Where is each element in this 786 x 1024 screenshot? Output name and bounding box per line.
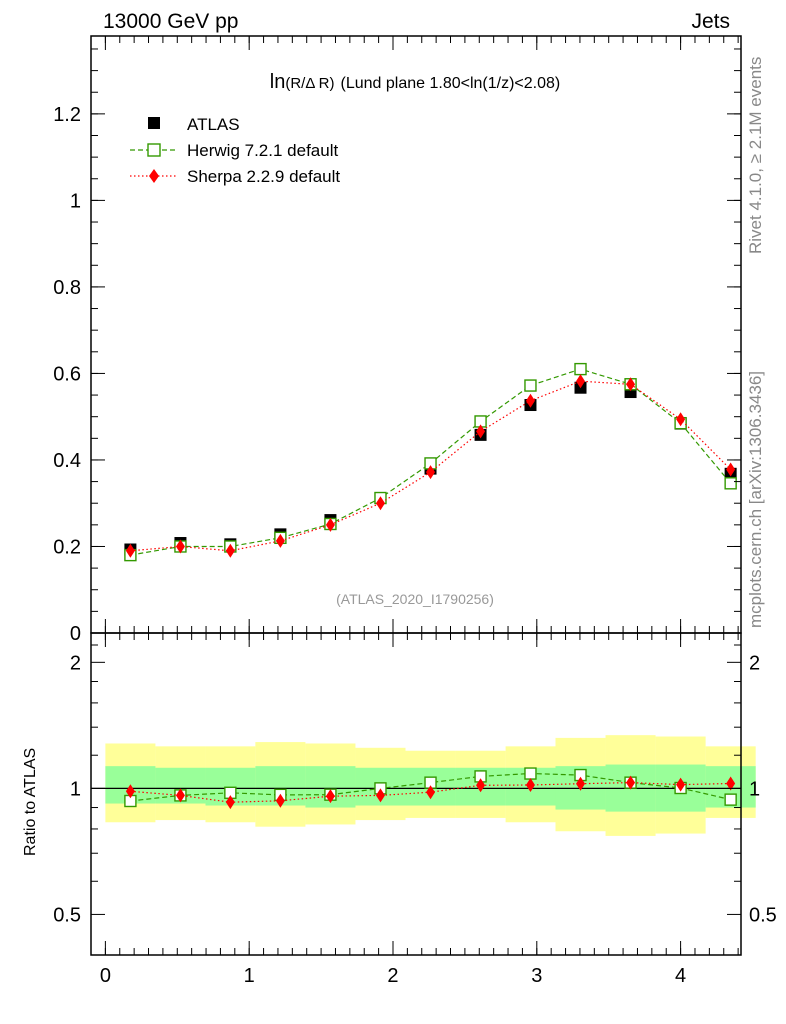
ratio-sherpa-point bbox=[375, 788, 385, 803]
ratio-herwig-point bbox=[524, 767, 537, 780]
x-tick-label: 4 bbox=[675, 965, 686, 987]
mcplots-credit-label: mcplots.cern.ch [arXiv:1306.3436] bbox=[746, 370, 765, 628]
legend-marker-herwig bbox=[147, 143, 161, 157]
ratio-y-tick-label: 0.5 bbox=[53, 904, 81, 926]
main-sherpa-point bbox=[576, 374, 586, 389]
ratio-sherpa-point bbox=[626, 775, 636, 790]
x-tick-label: 0 bbox=[100, 965, 111, 987]
main-title: ln(R/Δ R) (Lund plane 1.80<ln(1/z)<2.08) bbox=[270, 71, 560, 93]
ratio-y-tick-label-right: 0.5 bbox=[749, 904, 777, 926]
ratio-axis-ticks: 0.5 0.5 1 1 2 2 0 1 2 3 4 bbox=[53, 633, 777, 987]
ratio-sherpa-point bbox=[175, 788, 185, 803]
ratio-sherpa-point bbox=[275, 793, 285, 808]
ratio-sherpa-point bbox=[426, 785, 436, 800]
main-y-tick-label: 1.2 bbox=[53, 104, 81, 126]
main-sherpa-point bbox=[275, 533, 285, 548]
ratio-herwig-point bbox=[724, 793, 737, 806]
main-y-tick-label: 1 bbox=[70, 190, 81, 212]
main-y-tick-label: 0.4 bbox=[53, 450, 81, 472]
main-herwig-point bbox=[524, 379, 537, 392]
ratio-y-tick-label-right: 1 bbox=[749, 778, 760, 800]
ratio-sherpa-point bbox=[726, 776, 736, 791]
ratio-y-axis-label: Ratio to ATLAS bbox=[22, 747, 39, 856]
ratio-panel: 0.5 0.5 1 1 2 2 0 1 2 3 4 bbox=[53, 632, 777, 987]
legend-item-herwig: Herwig 7.2.1 default bbox=[130, 141, 338, 160]
main-herwig-point bbox=[724, 477, 737, 490]
legend-item-sherpa: Sherpa 2.2.9 default bbox=[130, 167, 340, 186]
legend-label-sherpa: Sherpa 2.2.9 default bbox=[187, 167, 340, 186]
x-tick-label: 1 bbox=[244, 965, 255, 987]
main-herwig-point bbox=[574, 362, 587, 376]
main-y-tick-label: 0.8 bbox=[53, 277, 81, 299]
main-sherpa-point bbox=[676, 412, 686, 427]
legend-label-atlas: ATLAS bbox=[187, 115, 240, 134]
main-sherpa-point bbox=[375, 496, 385, 511]
analysis-watermark: (ATLAS_2020_I1790256) bbox=[336, 591, 494, 607]
main-sherpa-point bbox=[426, 465, 436, 480]
ratio-sherpa-point bbox=[325, 789, 335, 804]
main-title-suffix: (Lund plane 1.80<ln(1/z)<2.08) bbox=[341, 75, 561, 92]
main-title-arg: (R/Δ R) bbox=[285, 75, 334, 92]
main-sherpa-point bbox=[125, 543, 135, 558]
legend-marker-atlas bbox=[148, 117, 160, 129]
legend-item-atlas: ATLAS bbox=[148, 115, 240, 134]
ratio-sherpa-point bbox=[476, 778, 486, 793]
header-left: 13000 GeV pp bbox=[103, 10, 238, 33]
ratio-sherpa-point bbox=[525, 777, 535, 792]
header-right: Jets bbox=[691, 10, 730, 33]
ratio-series-layer bbox=[124, 767, 737, 810]
ratio-sherpa-point bbox=[576, 776, 586, 791]
main-sherpa-point bbox=[726, 462, 736, 477]
ratio-sherpa-point bbox=[225, 795, 235, 810]
main-sherpa-point bbox=[476, 424, 486, 439]
legend-marker-sherpa bbox=[149, 169, 159, 183]
main-sherpa-point bbox=[175, 539, 185, 554]
legend-label-herwig: Herwig 7.2.1 default bbox=[187, 141, 338, 160]
main-y-tick-label: 0.2 bbox=[53, 536, 81, 558]
rivet-version-label: Rivet 4.1.0, ≥ 2.1M events bbox=[746, 56, 765, 254]
main-y-tick-label: 0.6 bbox=[53, 363, 81, 385]
main-series-layer bbox=[124, 362, 737, 562]
x-tick-label: 3 bbox=[531, 965, 542, 987]
main-sherpa-point bbox=[325, 517, 335, 532]
main-panel: 0 0.2 0.4 0.6 0.8 1 1.2 ln(R/Δ R) (Lund plane 1… bbox=[53, 35, 742, 645]
x-tick-label: 2 bbox=[387, 965, 398, 987]
main-sherpa-point bbox=[225, 543, 235, 558]
legend: ATLAS Herwig 7.2.1 default Sherpa 2.2.9 … bbox=[130, 115, 340, 186]
main-title-prefix: ln bbox=[270, 71, 286, 93]
main-y-tick-label: 0 bbox=[70, 623, 81, 645]
main-sherpa-point bbox=[525, 393, 535, 408]
ratio-sherpa-point bbox=[676, 777, 686, 792]
main-sherpa-point bbox=[626, 377, 636, 392]
main-axis-ticks: 0 0.2 0.4 0.6 0.8 1 1.2 bbox=[53, 36, 741, 645]
ratio-y-tick-label: 1 bbox=[70, 778, 81, 800]
ratio-y-tick-label-right: 2 bbox=[749, 652, 760, 674]
ratio-y-tick-label: 2 bbox=[70, 652, 81, 674]
ratio-sherpa-point bbox=[125, 784, 135, 799]
ratio-frame bbox=[90, 632, 742, 956]
